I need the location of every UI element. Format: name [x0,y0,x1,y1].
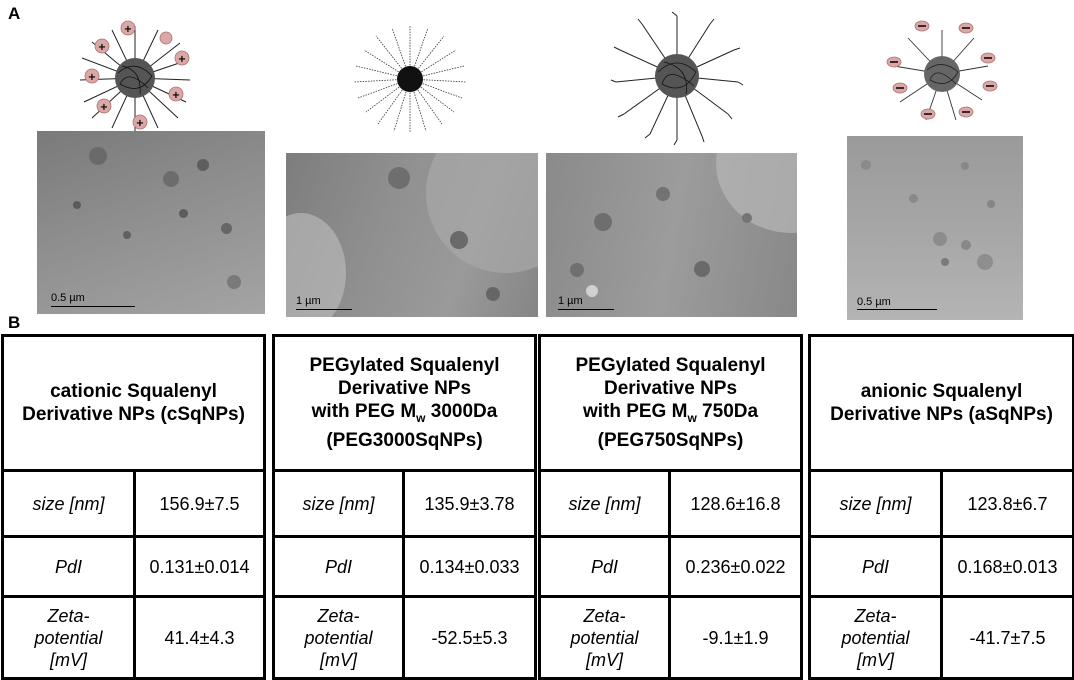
svg-text:+: + [88,72,96,83]
value-size: 156.9±7.5 [132,469,267,538]
row-label-pdi: PdI [272,535,405,598]
zeta-label-line: potential [570,627,639,648]
tem-image-peg750sqnps: 1 µm [546,153,797,317]
table-header: cationic Squalenyl Derivative NPs (cSqNP… [0,334,267,472]
zeta-label-line: Zeta- [583,605,626,626]
header-line: PEGylated Squalenyl [575,354,766,376]
header-line: Derivative NPs [603,377,738,399]
tem-image-peg3000sqnps: 1 µm [286,153,538,317]
header-line: (PEG3000SqNPs) [326,430,483,452]
row-label-pdi: PdI [538,535,671,598]
value-zeta: -9.1±1.9 [667,595,804,680]
panel-label-a: A [8,4,21,23]
row-label-size: size [nm] [808,469,943,538]
table-peg750sqnps: PEGylated Squalenyl Derivative NPs with … [537,334,804,680]
row-label-zeta: Zeta- potential [mV] [1,595,136,680]
svg-text:+: + [124,24,132,35]
tem-image-asqnps: 0.5 µm [847,136,1023,320]
header-line: Derivative NPs [337,377,472,399]
row-label-pdi: PdI [808,535,943,598]
table-csqnps: cationic Squalenyl Derivative NPs (cSqNP… [0,334,267,680]
zeta-label-line: [mV] [319,649,357,670]
table-header: PEGylated Squalenyl Derivative NPs with … [537,334,804,472]
zeta-label-line: [mV] [856,649,894,670]
scale-bar-label: 1 µm [558,295,583,307]
scale-bar-label: 1 µm [296,295,321,307]
header-line: anionic Squalenyl [860,381,1023,402]
tem-image-csqnps: 0.5 µm [37,131,265,314]
value-size: 123.8±6.7 [939,469,1074,538]
scale-bar [296,309,352,310]
value-pdi: 0.131±0.014 [132,535,267,598]
header-line: with PEG Mw 3000Da [311,400,498,425]
row-label-zeta: Zeta- potential [mV] [808,595,943,680]
zeta-label-line: potential [304,627,373,648]
value-pdi: 0.236±0.022 [667,535,804,598]
svg-text:+: + [172,90,180,101]
header-line: (PEG750SqNPs) [597,430,744,452]
row-label-size: size [nm] [272,469,405,538]
header-line: Derivative NPs (aSqNPs) [830,404,1053,425]
scale-bar-label: 0.5 µm [51,292,85,304]
peg750-np-schematic [610,11,744,146]
svg-text:+: + [136,118,144,129]
row-label-size: size [nm] [538,469,671,538]
scale-bar [558,309,614,310]
header-line: cationic Squalenyl [50,381,217,402]
value-zeta: 41.4±4.3 [132,595,267,680]
cationic-np-schematic: + + + + + + + [79,20,191,132]
peg3000-np-schematic [353,26,467,132]
scale-bar [51,306,135,307]
value-zeta: -52.5±5.3 [401,595,538,680]
header-line: with PEG Mw 750Da [582,400,759,425]
table-header: PEGylated Squalenyl Derivative NPs with … [271,334,538,472]
value-size: 135.9±3.78 [401,469,538,538]
zeta-label-line: potential [34,627,103,648]
svg-text:+: + [178,54,186,65]
scale-bar-label: 0.5 µm [857,296,891,308]
table-header: anionic Squalenyl Derivative NPs (aSqNPs… [807,334,1074,472]
svg-text:+: + [100,102,108,113]
value-size: 128.6±16.8 [667,469,804,538]
zeta-label-line: potential [841,627,910,648]
anionic-np-schematic [886,20,998,121]
header-line: Derivative NPs (cSqNPs) [22,404,245,425]
header-line: PEGylated Squalenyl [309,354,500,376]
value-pdi: 0.134±0.033 [401,535,538,598]
panel-label-b: B [8,313,21,332]
row-label-size: size [nm] [1,469,136,538]
zeta-label-line: [mV] [585,649,623,670]
zeta-label-line: Zeta- [317,605,360,626]
zeta-label-line: Zeta- [854,605,897,626]
zeta-label-line: [mV] [49,649,87,670]
row-label-pdi: PdI [1,535,136,598]
svg-text:+: + [98,42,106,53]
row-label-zeta: Zeta- potential [mV] [538,595,671,680]
zeta-label-line: Zeta- [47,605,90,626]
row-label-zeta: Zeta- potential [mV] [272,595,405,680]
table-peg3000sqnps: PEGylated Squalenyl Derivative NPs with … [271,334,538,680]
scale-bar [857,309,937,310]
value-zeta: -41.7±7.5 [939,595,1074,680]
table-asqnps: anionic Squalenyl Derivative NPs (aSqNPs… [807,334,1074,680]
value-pdi: 0.168±0.013 [939,535,1074,598]
